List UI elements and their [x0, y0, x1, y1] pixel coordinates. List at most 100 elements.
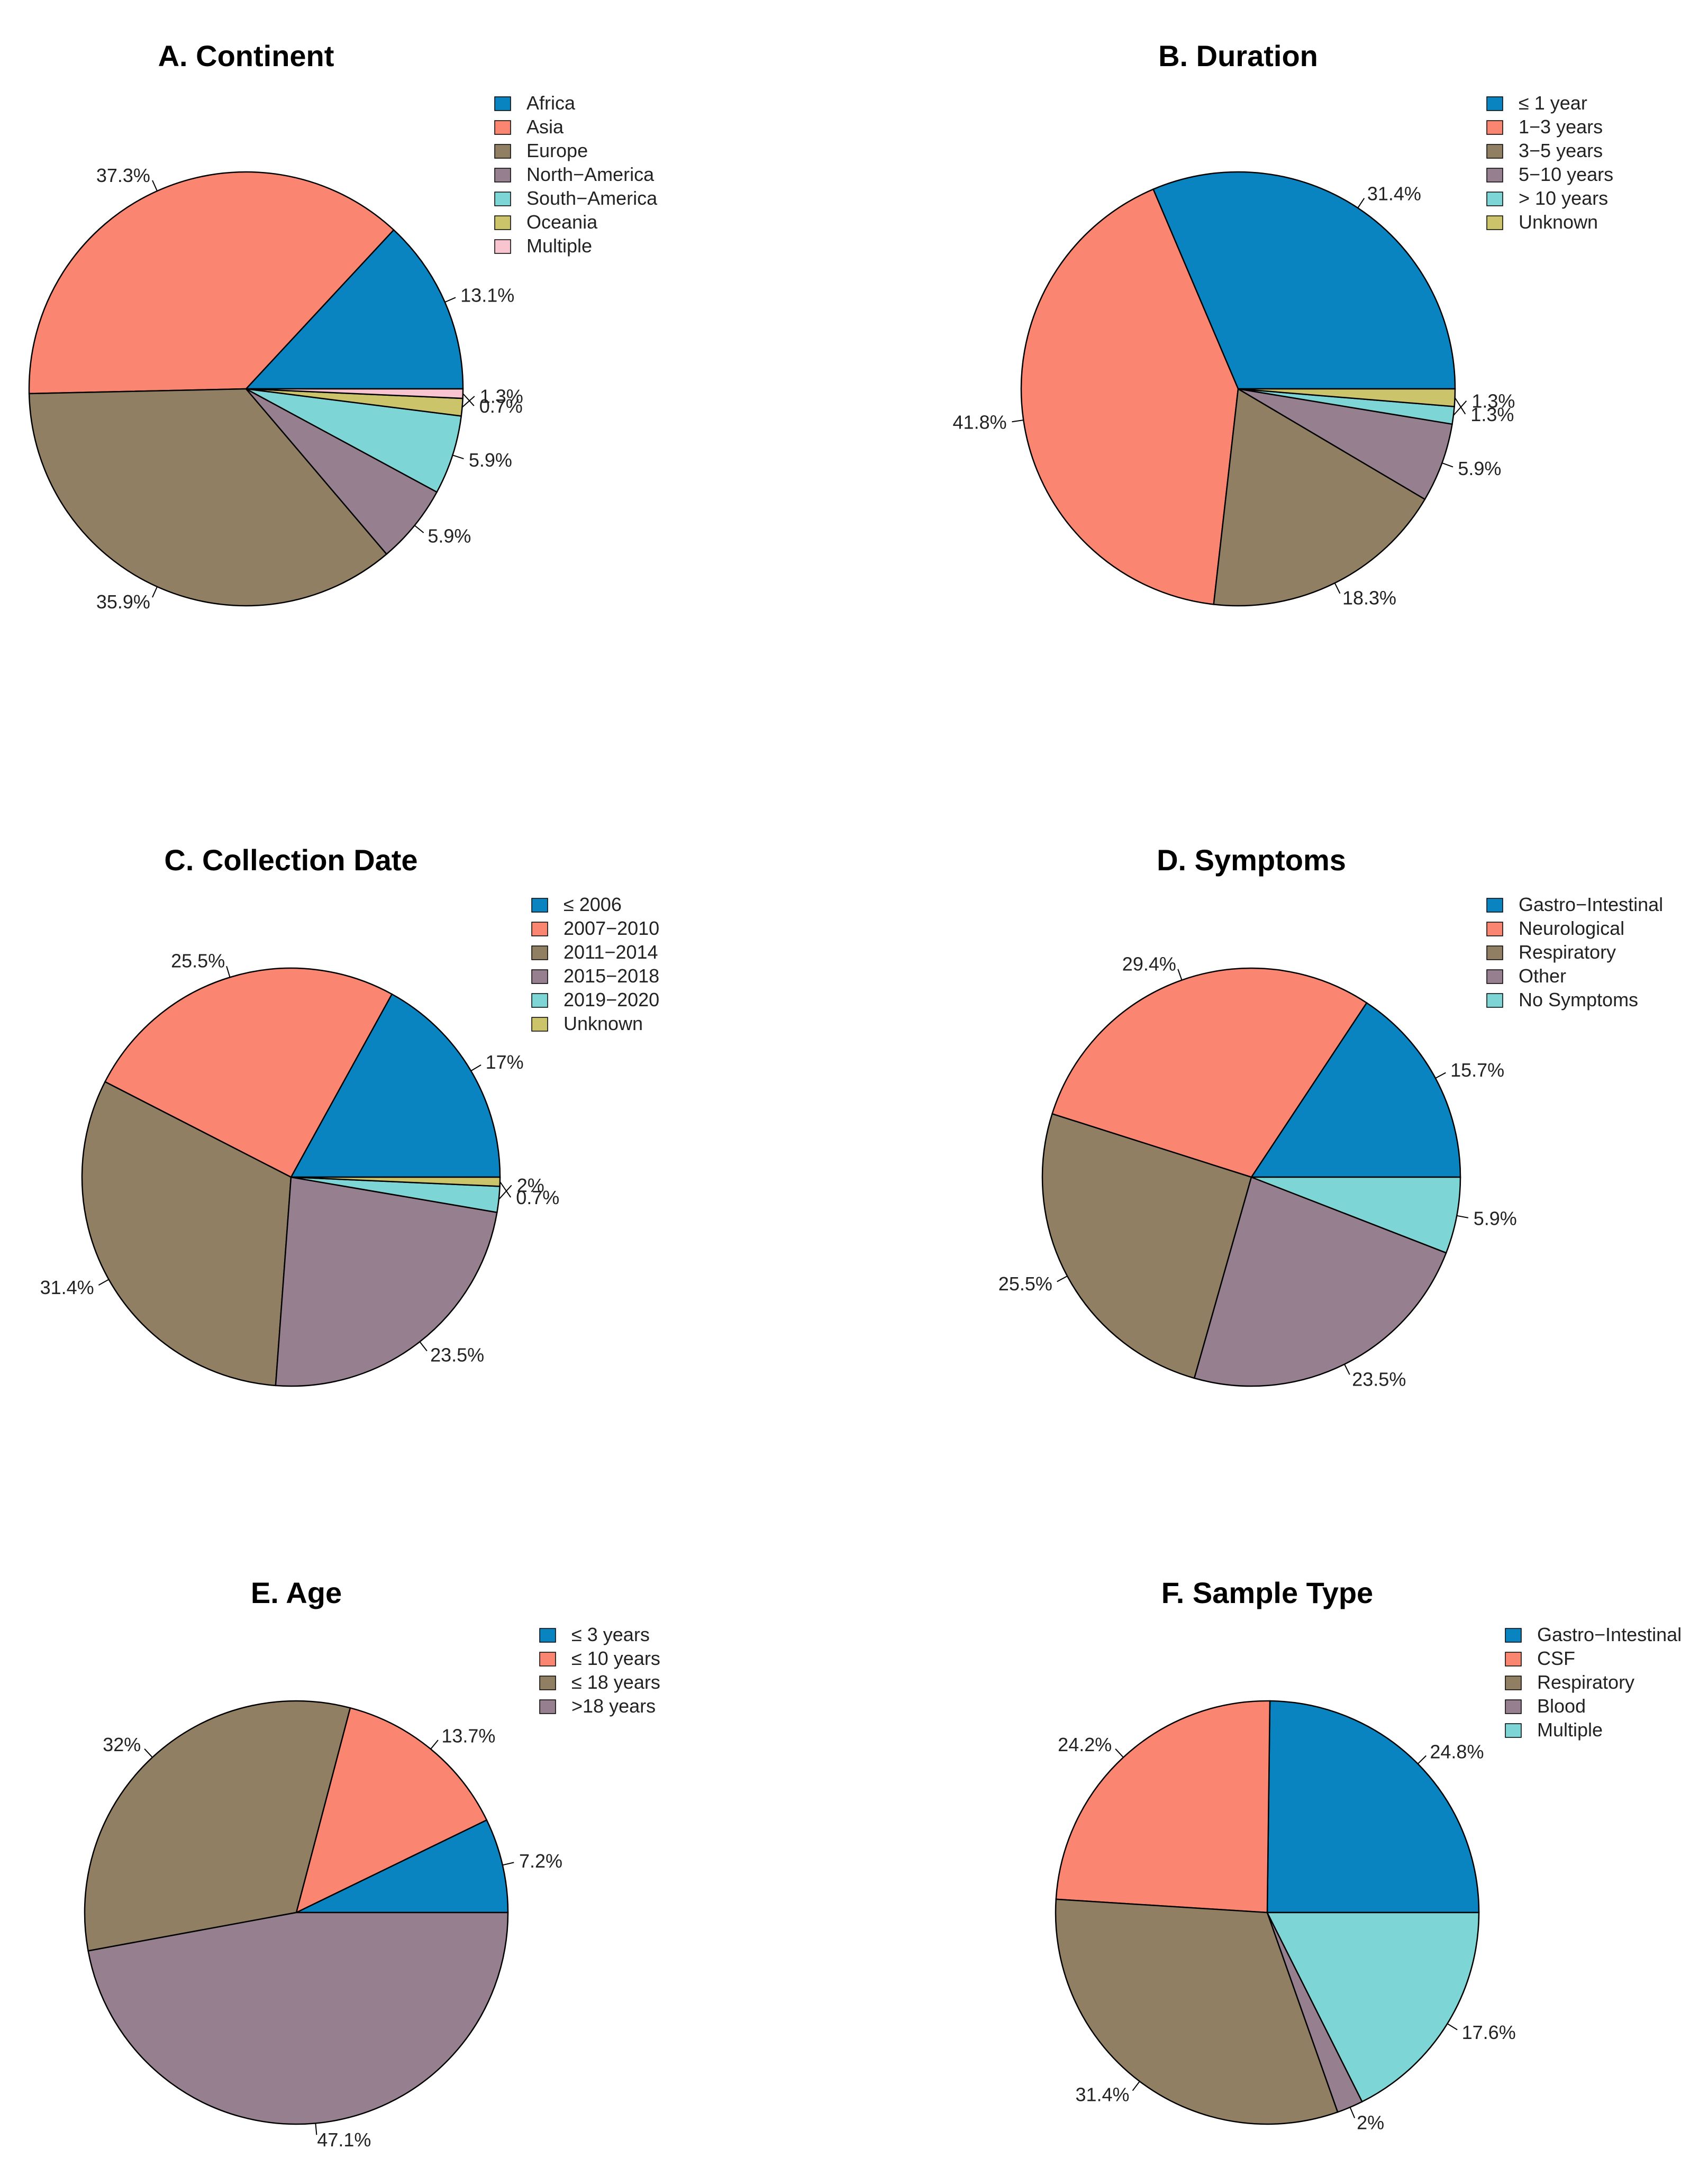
- pie-slice-10-years: [295, 1707, 488, 1914]
- pct-label-18-years: 32%: [103, 1734, 141, 1755]
- legend-swatch: [531, 993, 548, 1008]
- legend-swatch: [1486, 215, 1503, 230]
- label-leader-line: [1441, 462, 1453, 468]
- legend-label-multiple: Multiple: [526, 235, 592, 257]
- legend-swatch: [1486, 993, 1503, 1008]
- legend-swatch: [1486, 168, 1503, 183]
- label-leader-line: [499, 1181, 512, 1198]
- legend-label-south-america: South−America: [526, 187, 658, 209]
- legend-swatch: [531, 1017, 548, 1032]
- legend-label-2011-2014: 2011−2014: [564, 941, 658, 963]
- label-leader-line: [1435, 1072, 1446, 1079]
- pct-label-no-symptoms: 5.9%: [1474, 1208, 1517, 1230]
- pct-label-multiple: 0.7%: [479, 395, 523, 417]
- legend-label-1-year: ≤ 1 year: [1519, 92, 1587, 114]
- legend-label-2015-2018: 2015−2018: [564, 965, 659, 987]
- legend-label-2007-2010: 2007−2010: [564, 917, 659, 939]
- label-leader-line: [144, 1748, 153, 1758]
- pie-slice-europe: [28, 388, 388, 607]
- pct-label-europe: 35.9%: [96, 591, 150, 613]
- pct-label-neurological: 29.4%: [1122, 953, 1176, 975]
- pct-label-5-10-years: 5.9%: [1458, 458, 1501, 479]
- legend-label-oceania: Oceania: [526, 211, 598, 233]
- label-leader-line: [1132, 2081, 1140, 2091]
- pct-label-3-5-years: 18.3%: [1342, 587, 1396, 609]
- pct-label-18-years: 47.1%: [317, 2129, 371, 2151]
- legend-label-5-10-years: 5−10 years: [1519, 163, 1613, 185]
- label-leader-line: [1447, 2023, 1458, 2031]
- chart-title: B. Duration: [1158, 39, 1318, 72]
- legend-swatch: [1486, 120, 1503, 135]
- legend-swatch: [1486, 192, 1503, 206]
- chart-symptoms: D. Symptoms 15.7% 29.4% 25.5% 23.5% 5.9% Gastr…: [998, 843, 1663, 1390]
- pie-slice-asia: [28, 171, 395, 395]
- pie-slice-south-america: [246, 388, 462, 493]
- legend-label-neurological: Neurological: [1519, 917, 1624, 939]
- label-leader-line: [152, 180, 158, 192]
- legend-swatch: [531, 969, 548, 984]
- legend-label-blood: Blood: [1537, 1695, 1586, 1717]
- chart-title: D. Symptoms: [1157, 843, 1346, 877]
- legend-swatch: [539, 1652, 556, 1667]
- chart-duration: B. Duration 31.4% 41.8% 18.3% 5.9% 1.3%1.3% ≤ …: [953, 39, 1614, 609]
- pie-slice-unknown: [1238, 388, 1456, 407]
- legend-label-multiple: Multiple: [1537, 1719, 1603, 1741]
- pct-label-respiratory: 31.4%: [1075, 2084, 1129, 2106]
- chart-age: E. Age 7.2% 13.7% 32% 47.1% ≤ 3 years≤ 10 yea…: [84, 1576, 660, 2151]
- pct-label-10-years: 1.3%: [1471, 390, 1515, 412]
- label-leader-line: [152, 586, 158, 598]
- legend-label-10-years: ≤ 10 years: [571, 1647, 660, 1669]
- legend-swatch: [494, 96, 511, 111]
- chart-title: E. Age: [251, 1576, 342, 1609]
- label-leader-line: [98, 1279, 110, 1286]
- legend: ≤ 20062007−20102011−20142015−20182019−20…: [531, 894, 659, 1034]
- pie-slice-respiratory: [1041, 1113, 1252, 1379]
- pct-label-3-years: 7.2%: [519, 1850, 562, 1872]
- label-leader-line: [1057, 1276, 1068, 1282]
- legend: Gastro−IntestinalNeurologicalRespiratory…: [1486, 894, 1663, 1010]
- legend: ≤ 3 years≤ 10 years≤ 18 years>18 years: [539, 1624, 660, 1717]
- legend-swatch: [539, 1676, 556, 1690]
- legend-swatch: [1486, 898, 1503, 913]
- label-leader-line: [1334, 582, 1341, 594]
- legend-label-2006: ≤ 2006: [564, 894, 622, 915]
- pct-label-north-america: 5.9%: [428, 525, 471, 547]
- legend-label-unknown: Unknown: [1519, 211, 1598, 233]
- legend-swatch: [494, 144, 511, 159]
- legend-swatch: [1486, 144, 1503, 159]
- pct-label-unknown: 1.3%: [1470, 404, 1514, 425]
- pie-slice-gastro-intestinal: [1266, 1700, 1480, 1914]
- legend-swatch: [539, 1628, 556, 1643]
- legend-swatch: [1505, 1628, 1522, 1643]
- label-leader-line: [1453, 400, 1467, 416]
- pie-slice-multiple: [246, 388, 464, 399]
- pct-label-multiple: 17.6%: [1462, 2022, 1516, 2043]
- pie-slice-18-years: [84, 1700, 351, 1952]
- pie-slice-gastro-intestinal: [1250, 1001, 1461, 1178]
- label-leader-line: [1457, 1215, 1469, 1218]
- pie-slice-18-years: [87, 1911, 509, 2125]
- legend-swatch: [531, 898, 548, 913]
- chart-title: F. Sample Type: [1161, 1576, 1373, 1609]
- legend-swatch: [1486, 96, 1503, 111]
- legend-swatch: [531, 922, 548, 936]
- pct-label-2006: 17%: [486, 1051, 524, 1073]
- label-leader-line: [461, 396, 475, 408]
- label-leader-line: [1344, 1364, 1350, 1375]
- legend-label-europe: Europe: [526, 140, 588, 161]
- legend-swatch: [1505, 1676, 1522, 1690]
- legend-swatch: [1505, 1723, 1522, 1738]
- legend-swatch: [494, 120, 511, 135]
- legend-swatch: [494, 192, 511, 206]
- legend-swatch: [1486, 922, 1503, 936]
- legend: AfricaAsiaEuropeNorth−AmericaSouth−Ameri…: [494, 92, 658, 257]
- legend-swatch: [1505, 1699, 1522, 1714]
- pct-label-asia: 37.3%: [96, 165, 150, 186]
- label-leader-line: [498, 1185, 512, 1200]
- chart-sample-type: F. Sample Type 24.8% 24.2% 31.4% 2% 17.6% Gast…: [1055, 1576, 1682, 2134]
- legend-swatch: [1486, 945, 1503, 960]
- label-leader-line: [1357, 198, 1365, 208]
- legend-label-csf: CSF: [1537, 1647, 1575, 1669]
- label-leader-line: [470, 1064, 481, 1071]
